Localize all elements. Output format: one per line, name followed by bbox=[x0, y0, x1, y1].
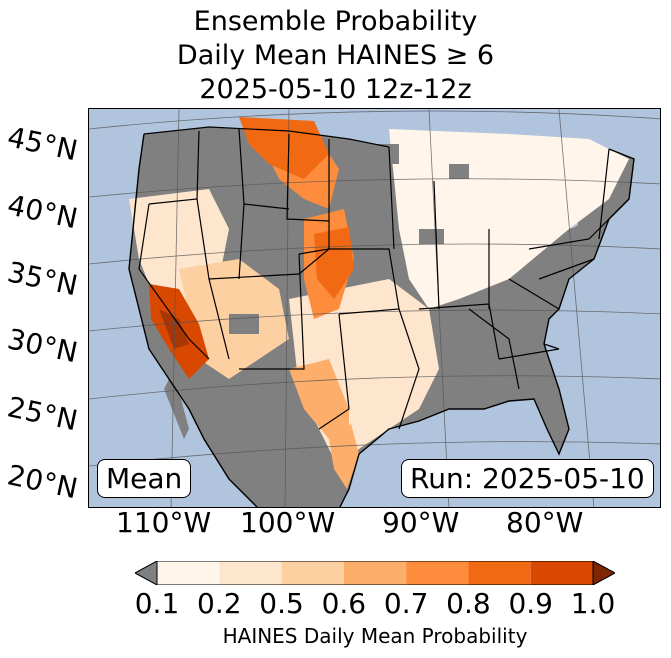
lat-label-30n: 30°N bbox=[4, 322, 81, 370]
colorbar-segment bbox=[530, 561, 593, 585]
lon-label-90w: 90°W bbox=[382, 506, 460, 539]
colorbar-svg bbox=[133, 560, 617, 586]
state-borders bbox=[138, 126, 630, 430]
colorbar-segment bbox=[281, 561, 344, 585]
coastline bbox=[128, 133, 635, 507]
lat-label-25n: 25°N bbox=[4, 390, 81, 438]
lat-label-35n: 35°N bbox=[4, 255, 81, 303]
colorbar-tick-label: 0.1 bbox=[134, 587, 180, 620]
colorbar-label: HAINES Daily Mean Probability bbox=[222, 624, 528, 648]
run-date-badge: Run: 2025-05-10 bbox=[401, 459, 654, 498]
no-data-patches bbox=[229, 144, 469, 334]
lon-label-110w: 110°W bbox=[116, 506, 212, 539]
probability-map bbox=[88, 108, 661, 508]
colorbar-tick-label: 0.7 bbox=[383, 587, 429, 620]
colorbar-segment bbox=[343, 561, 407, 585]
map-title-line-1: Ensemble Probability bbox=[193, 6, 478, 37]
colorbar-under-arrow bbox=[133, 560, 158, 586]
colorbar-segment bbox=[157, 561, 220, 585]
colorbar-segment bbox=[406, 561, 469, 585]
colorbar-tick-label: 0.8 bbox=[446, 587, 491, 620]
mean-badge: Mean bbox=[97, 459, 192, 498]
lon-label-100w: 100°W bbox=[240, 506, 336, 539]
lat-label-45n: 45°N bbox=[4, 120, 81, 168]
baja-peninsula bbox=[164, 379, 189, 439]
colorbar-segment bbox=[468, 561, 531, 585]
colorbar-tick-label: 0.9 bbox=[508, 587, 553, 620]
colorbar-tick-label: 0.6 bbox=[321, 587, 367, 620]
colorbar-tick-label: 0.2 bbox=[197, 587, 242, 620]
colorbar bbox=[133, 560, 617, 589]
map-title-line-3: 2025-05-10 12z-12z bbox=[199, 74, 472, 105]
lat-label-20n: 20°N bbox=[4, 458, 81, 506]
colorbar-over-arrow bbox=[592, 560, 617, 586]
map-svg bbox=[89, 109, 660, 507]
colorbar-segment bbox=[219, 561, 282, 585]
colorbar-tick-label: 1.0 bbox=[570, 587, 616, 620]
map-title-line-2: Daily Mean HAINES ≥ 6 bbox=[176, 40, 495, 71]
colorbar-tick-label: 0.5 bbox=[259, 587, 304, 620]
lat-label-40n: 40°N bbox=[4, 188, 81, 236]
lon-label-80w: 80°W bbox=[506, 506, 584, 539]
